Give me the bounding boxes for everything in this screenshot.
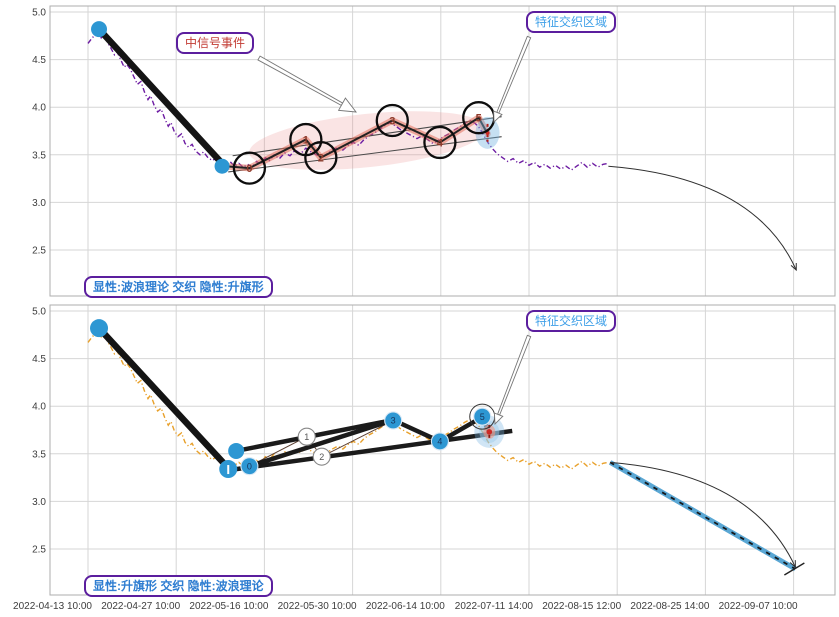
trend-projection-arrow — [608, 165, 797, 271]
y-tick-label: 2.5 — [32, 545, 46, 556]
wave-point-number: 1 — [303, 135, 309, 147]
feature-region-label-bottom: 特征交织区域 — [526, 310, 617, 332]
wave-point-circle — [232, 151, 267, 185]
wave-point-number: 0 — [247, 461, 252, 471]
y-tick-label: 3.0 — [32, 198, 46, 209]
wave-point-circle — [312, 447, 331, 466]
y-tick-label: 5.0 — [32, 307, 46, 318]
y-tick-label: 4.0 — [32, 402, 46, 413]
wave-point-number: 5 — [480, 412, 485, 422]
caption-bottom: 显性:升旗形 交织 隐性:波浪理论 — [84, 575, 273, 597]
projection-line — [608, 460, 797, 572]
signal-event-arrow-head — [337, 97, 357, 113]
wave-point-number: 4 — [437, 437, 442, 447]
x-tick-label: 2022-06-14 10:00 — [366, 601, 445, 612]
wave-point-number: 4 — [437, 137, 444, 149]
wave-point-number: 1 — [304, 432, 309, 442]
wave-point-number: 2 — [318, 153, 324, 165]
trend-projection-arrow — [610, 461, 796, 568]
y-tick-label: 3.0 — [32, 497, 46, 508]
feature-region-label-top: 特征交织区域 — [526, 11, 617, 33]
y-tick-label: 5.0 — [32, 8, 46, 19]
flag-line — [235, 414, 492, 454]
plot-spine — [49, 5, 836, 297]
flag-line — [248, 417, 394, 469]
x-tick-label: 2022-05-30 10:00 — [278, 601, 357, 612]
wave-point-number: 2 — [319, 452, 324, 462]
y-tick-label: 3.5 — [32, 449, 46, 460]
caption-top: 显性:波浪理论 交织 隐性:升旗形 — [84, 276, 273, 298]
wave-point-number: 5 — [476, 113, 482, 125]
price-series-line — [87, 327, 609, 470]
wave-zigzag-line — [225, 116, 489, 170]
flag-pole-line — [95, 324, 232, 472]
wave-point-circle — [473, 407, 492, 426]
pole-marker-tick — [227, 465, 230, 475]
wave-point-number: 0 — [246, 163, 252, 175]
top-chart: 0 12 3 4 5 5.0 4.5 4.0 3.5 3.0 2.5 — [32, 5, 836, 297]
arrow-head — [789, 560, 796, 569]
y-tick-label: 4.5 — [32, 354, 46, 365]
feature-region-arrow-top-head — [493, 110, 503, 124]
y-tick-label: 4.5 — [32, 55, 46, 66]
wave-point-circle — [297, 427, 316, 446]
pole-endpoint-marker — [91, 21, 108, 38]
pole-endpoint-marker — [228, 442, 245, 459]
x-tick-label: 2022-08-25 14:00 — [630, 601, 709, 612]
pole-endpoint-marker — [214, 158, 230, 174]
x-tick-label: 2022-07-11 14:00 — [455, 601, 534, 612]
wave-point-circle — [430, 432, 449, 451]
feature-region-arrow-bottom-head — [493, 412, 504, 426]
bottom-chart: 0 12 3 4 5 5.0 4.5 4.0 3.5 3.0 2.5 — [32, 304, 836, 596]
wave-point-circle — [384, 411, 403, 430]
interweave-highlight-ellipse — [249, 111, 487, 170]
arrow-head — [790, 262, 797, 272]
plot-spine — [49, 304, 836, 596]
projection-end-tick — [784, 562, 805, 576]
wave-point-circle — [240, 457, 259, 476]
feature-region-arrow-bottom — [497, 334, 532, 416]
flag-pole-line — [95, 25, 226, 167]
y-tick-label: 4.0 — [32, 103, 46, 114]
feature-region-arrow-top — [496, 35, 532, 114]
flag-line — [229, 428, 513, 473]
signal-event-arrow — [257, 55, 344, 106]
y-tick-label: 3.5 — [32, 150, 46, 161]
y-tick-label: 2.5 — [32, 246, 46, 257]
wave-point-number: 3 — [389, 116, 395, 128]
signal-dot — [486, 429, 493, 435]
x-tick-label: 2022-04-27 10:00 — [101, 601, 180, 612]
price-series-line — [87, 28, 609, 171]
wave-point-circle — [375, 103, 409, 138]
wave-point-circle — [423, 125, 457, 160]
x-tick-label: 2022-09-07 10:00 — [719, 601, 798, 612]
x-tick-label: 2022-08-15 12:00 — [542, 601, 621, 612]
x-tick-label: 2022-05-16 10:00 — [189, 601, 268, 612]
signal-event-label: 中信号事件 — [176, 32, 255, 54]
wave-point-number: 3 — [391, 416, 396, 426]
pole-endpoint-marker — [90, 319, 109, 338]
wave-point-circle — [304, 141, 338, 175]
x-tick-label: 2022-04-13 10:00 — [13, 601, 92, 612]
